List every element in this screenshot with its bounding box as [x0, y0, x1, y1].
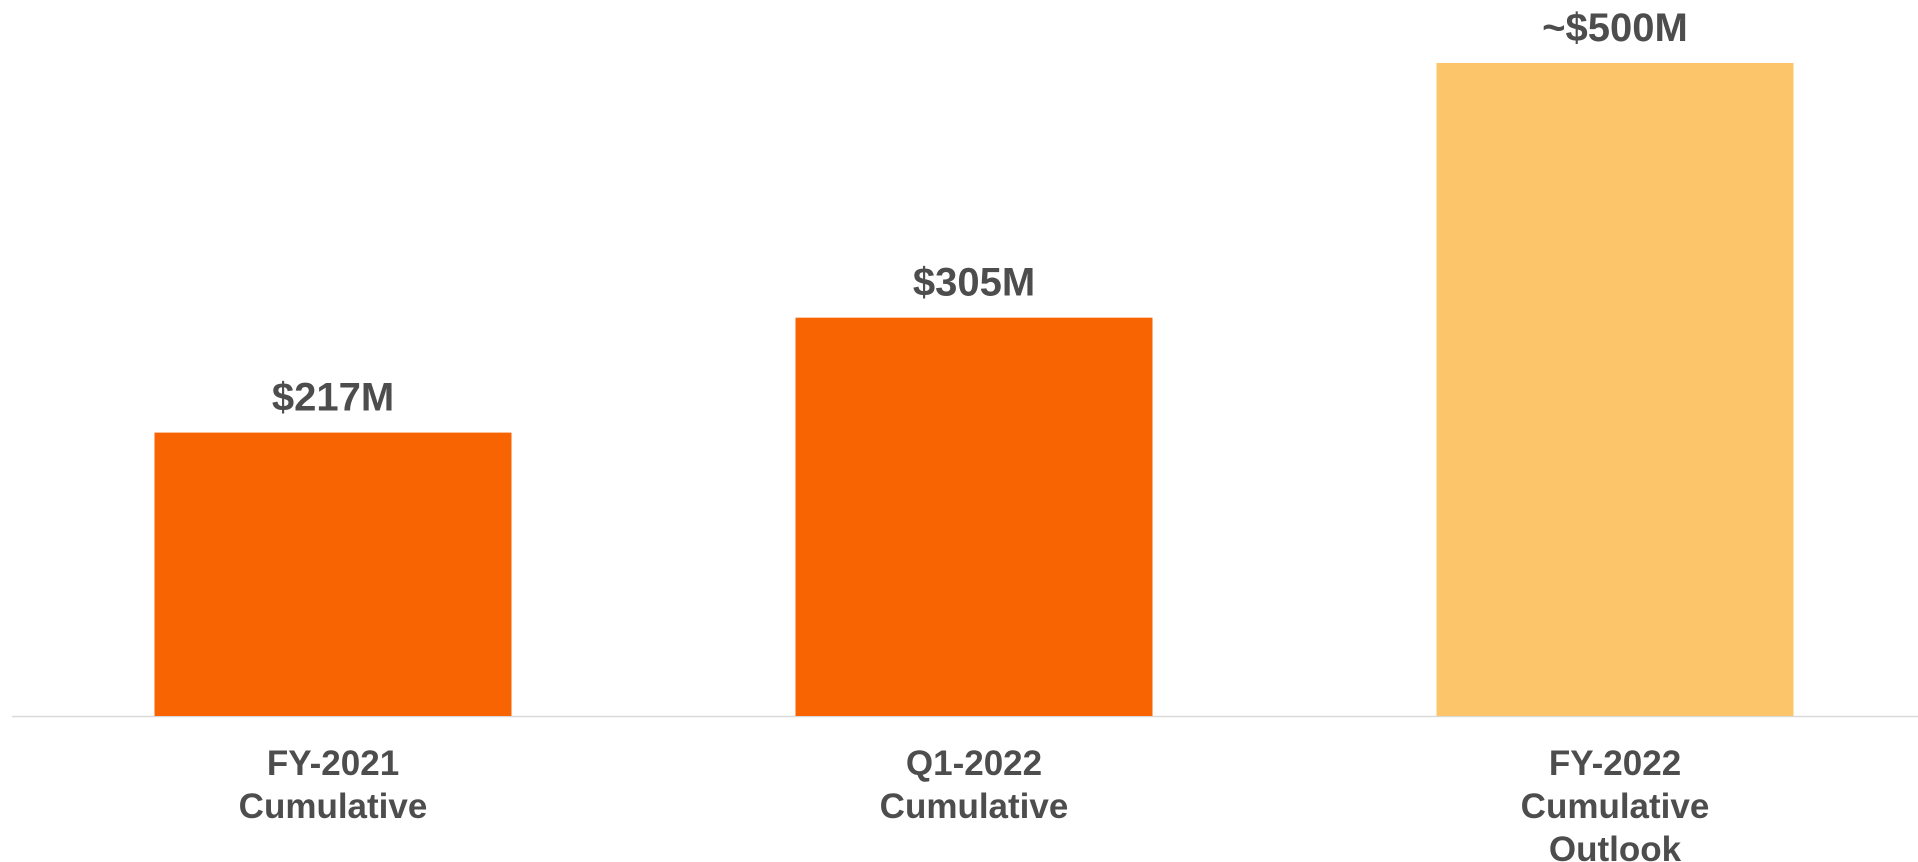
bar-value-label-3: ~$500M [1542, 6, 1688, 50]
category-label-line: FY-2022 [1549, 744, 1681, 783]
category-label-3: FY-2022 Cumulative Outlook [1521, 744, 1710, 862]
bar-1 [154, 432, 512, 716]
category-label-line: FY-2021 [267, 744, 399, 783]
bar-2 [795, 317, 1153, 716]
category-label-line: Cumulative [1521, 787, 1710, 826]
category-label-line: Cumulative [239, 787, 428, 826]
category-label-line: Outlook [1549, 830, 1682, 862]
bar-3 [1436, 63, 1794, 716]
category-label-line: Cumulative [880, 787, 1069, 826]
bars-group [154, 63, 1794, 716]
bar-value-label-2: $305M [913, 261, 1035, 305]
category-label-2: Q1-2022 Cumulative [880, 744, 1069, 826]
value-labels-group: $217M $305M ~$500M [272, 6, 1688, 420]
category-label-1: FY-2021 Cumulative [239, 744, 428, 826]
bar-value-label-1: $217M [272, 376, 394, 420]
category-label-line: Q1-2022 [906, 744, 1042, 783]
